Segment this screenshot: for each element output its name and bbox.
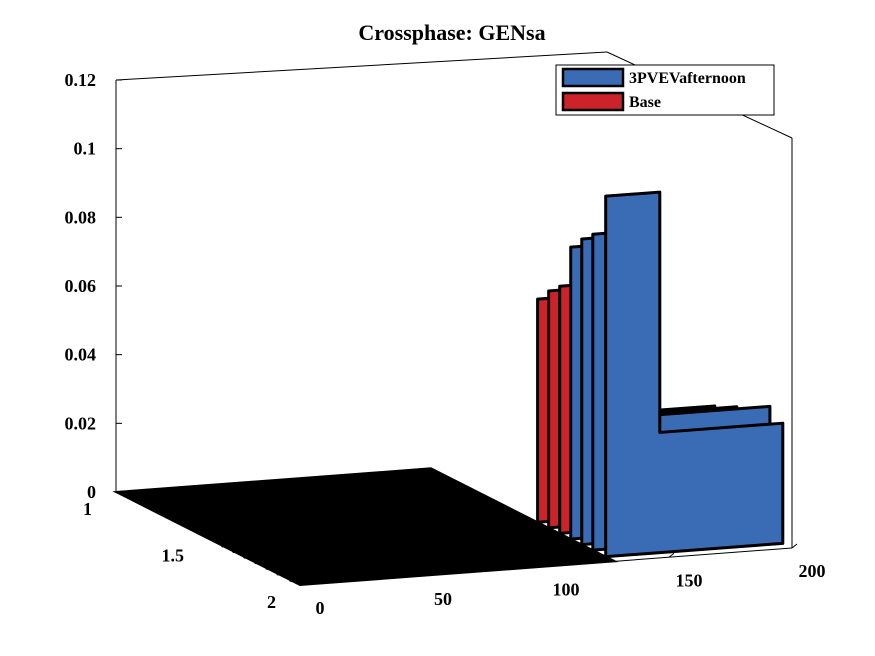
floor-layer: [112, 467, 619, 587]
x-tick-mark: [668, 552, 675, 558]
chart-title: Crossphase: GENsa: [358, 20, 545, 45]
x-tick-label: 150: [676, 570, 703, 590]
legend: 3PVEVafternoon Base: [555, 64, 775, 116]
z-tick-label: 0: [87, 482, 96, 502]
x-tick-mark: [422, 571, 429, 577]
x-tick-mark: [791, 543, 798, 549]
back-top-edge: [115, 51, 608, 81]
x-tick-mark: [545, 562, 552, 567]
y-tick-mark: [207, 537, 216, 539]
legend-label-3pvevafternoon: 3PVEVafternoon: [629, 70, 746, 87]
ticks-layer: 0 0.02 0.04 0.06 0.08 0.1 0.12 0 50 100 150 200 1 1.5…: [65, 70, 826, 618]
z-tick-label: 0.06: [65, 276, 97, 296]
z-tick-label: 0.08: [65, 207, 97, 227]
legend-swatch-base: [561, 91, 625, 112]
legend-label-base: Base: [629, 94, 661, 111]
ribbons-layer: [221, 190, 785, 582]
ribbon-series-7: [289, 190, 785, 582]
z-tick-label: 0.04: [65, 345, 97, 365]
x-tick-mark: [299, 580, 306, 586]
x-tick-label: 200: [799, 561, 826, 581]
x-tick-label: 0: [316, 598, 325, 618]
y-tick-mark: [299, 583, 308, 586]
y-tick-mark: [115, 490, 124, 493]
y-tick-label: 1.5: [162, 546, 185, 566]
floor-surface: [112, 467, 619, 587]
legend-swatch-3pvevafternoon: [561, 67, 625, 88]
z-tick-label: 0.02: [65, 413, 97, 433]
x-tick-label: 50: [434, 589, 452, 609]
y-tick-label: 2: [267, 592, 276, 612]
y-tick-label: 1: [83, 499, 92, 519]
z-tick-label: 0.1: [74, 139, 97, 159]
x-tick-label: 100: [553, 580, 580, 600]
z-tick-label: 0.12: [65, 70, 97, 90]
